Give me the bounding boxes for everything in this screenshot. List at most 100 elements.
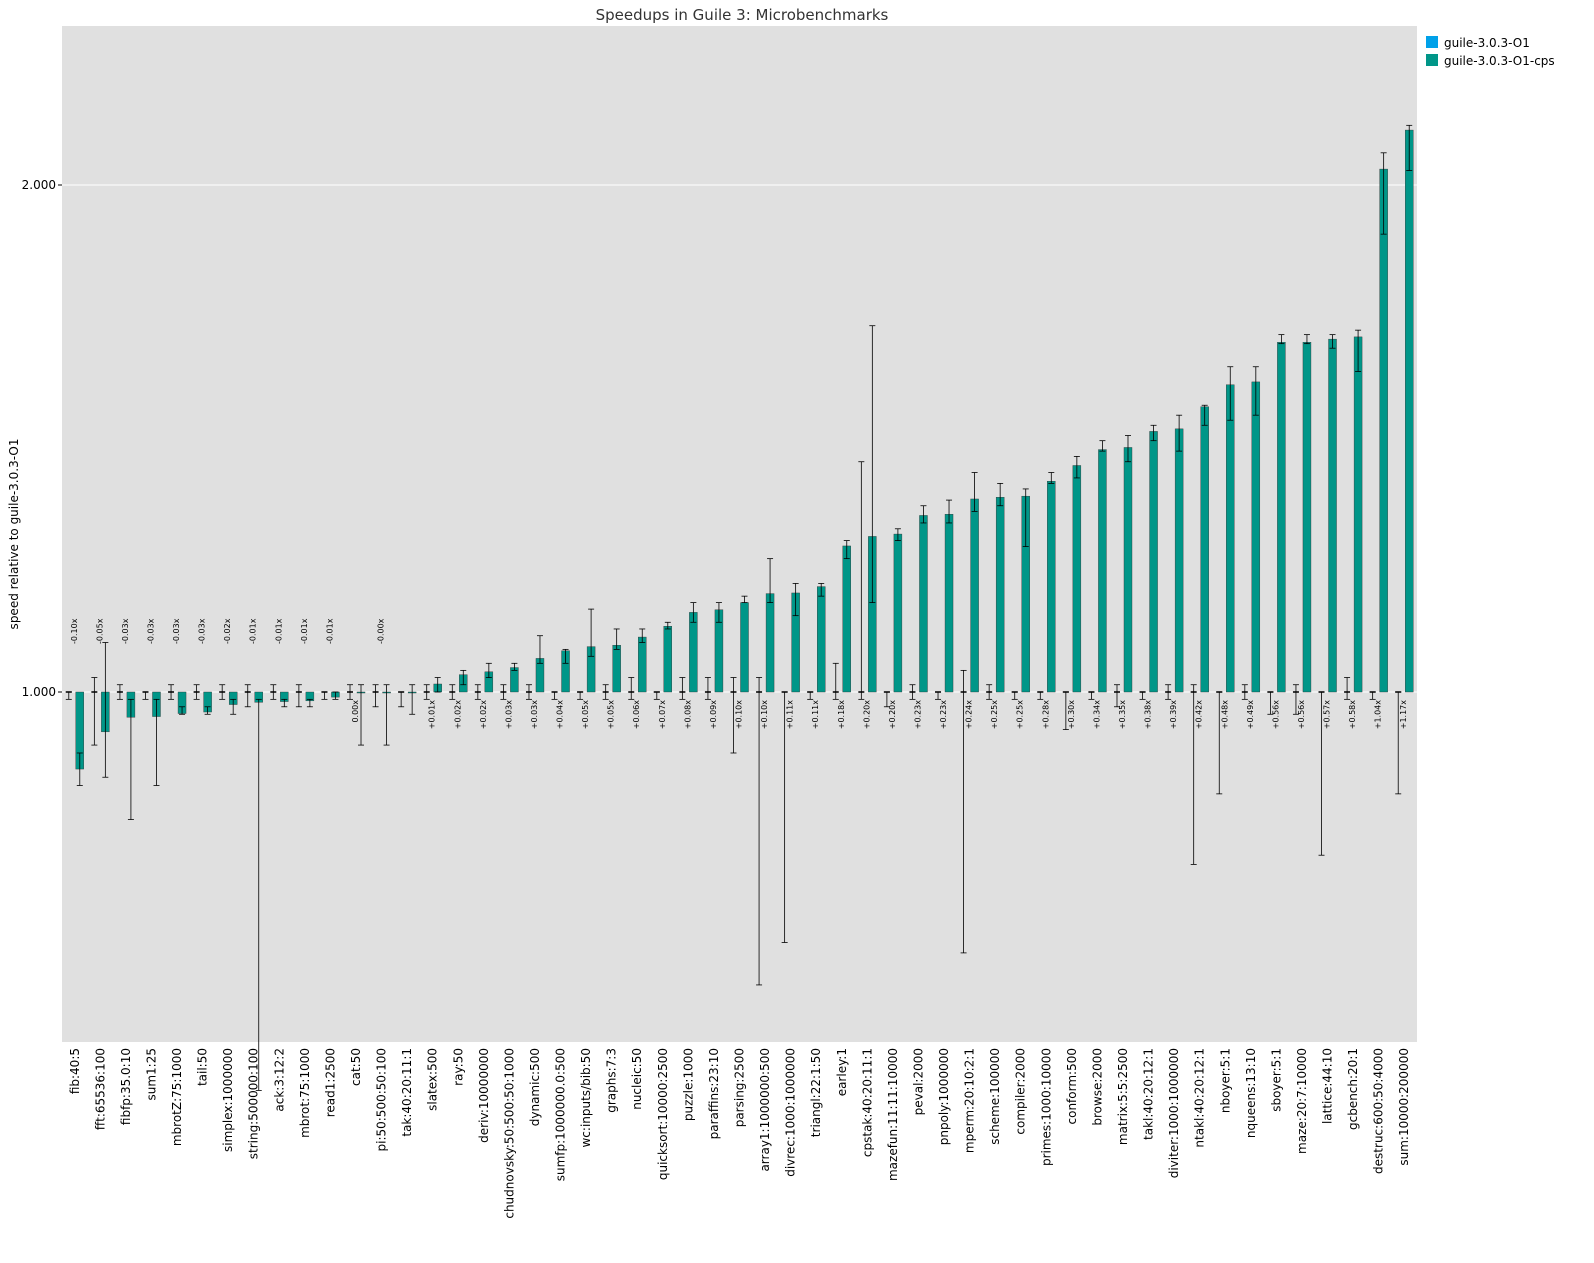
data-label-41: +0.35x (1118, 700, 1127, 730)
bar-26 (740, 602, 749, 693)
data-label-28: +0.11x (786, 700, 795, 730)
x-tick-label-21: graphs:7:3 (605, 1048, 619, 1113)
data-label-24: +0.08x (683, 700, 692, 730)
x-tick-label-49: lattice:44:10 (1321, 1048, 1335, 1124)
y-tick-label-0: 1.000 (22, 685, 56, 699)
x-tick-label-4: mbrotZ:75:1000 (170, 1048, 184, 1146)
bar-22 (638, 636, 647, 693)
x-axis-ticks: fib:40:5 fft:65536:100 fibfp:35.0:10 sum1:2… (68, 1048, 1411, 1219)
x-tick-label-14: slatex:500 (426, 1048, 440, 1111)
plot-area (62, 26, 1417, 1042)
x-tick-label-17: chudnovsky:50:500:50:1000 (502, 1048, 516, 1219)
data-label-52: +1.17x (1399, 700, 1408, 730)
data-label-9: -0.01x (300, 618, 309, 644)
legend-swatch-o1 (1426, 36, 1438, 48)
bar-48 (1302, 342, 1312, 693)
x-tick-label-8: ack:3:12:2 (272, 1048, 286, 1112)
data-label-39: +0.30x (1067, 700, 1076, 730)
data-label-16: +0.02x (479, 700, 488, 730)
bar-23 (663, 626, 673, 693)
data-label-18: +0.03x (530, 700, 539, 730)
data-label-12: -0.00x (377, 618, 386, 644)
data-label-31: +0.20x (862, 700, 871, 730)
x-tick-label-1: fft:65536:100 (93, 1048, 107, 1130)
bar-33 (919, 515, 928, 693)
x-tick-label-11: cat:50 (349, 1048, 363, 1086)
data-label-11: 0.00x (351, 700, 360, 723)
x-tick-label-28: divrec:1000:1000000 (784, 1048, 798, 1177)
data-label-22: +0.06x (632, 700, 641, 730)
x-tick-label-45: nboyer:5:1 (1218, 1048, 1232, 1113)
x-tick-label-6: simplex:1000000 (221, 1048, 235, 1152)
x-tick-label-15: ray:50 (451, 1048, 465, 1086)
x-tick-label-44: ntakl:40:20:12:1 (1193, 1048, 1207, 1148)
data-label-8: -0.01x (274, 618, 283, 644)
data-label-25: +0.09x (709, 700, 718, 730)
x-tick-label-3: sum1:25 (144, 1048, 158, 1101)
x-tick-label-24: puzzle:1000 (681, 1048, 695, 1121)
data-label-49: +0.57x (1323, 700, 1332, 730)
bar-49 (1328, 338, 1337, 693)
x-tick-label-25: paraffins:23:10 (707, 1048, 721, 1139)
bar-38 (1047, 481, 1056, 693)
bar-41 (1123, 447, 1133, 693)
data-label-26: +0.10x (735, 700, 744, 730)
data-label-10: -0.01x (325, 618, 334, 644)
x-tick-label-16: deriv:10000000 (477, 1048, 491, 1143)
x-tick-label-41: matrix:5:5:2500 (1116, 1048, 1130, 1145)
bar-46 (1251, 381, 1261, 693)
data-label-47: +0.56x (1271, 700, 1280, 730)
data-label-45: +0.48x (1220, 700, 1229, 730)
bar-17 (510, 667, 519, 693)
x-tick-label-50: gcbench:20:1 (1346, 1048, 1360, 1130)
bar-50 (1353, 336, 1363, 693)
data-label-38: +0.28x (1041, 700, 1050, 730)
bar-44 (1200, 406, 1209, 693)
data-label-43: +0.39x (1169, 700, 1178, 730)
data-label-14: +0.01x (428, 700, 437, 730)
bar-39 (1072, 465, 1082, 693)
x-tick-label-7: string:500000:100 (247, 1048, 261, 1159)
bar-30 (842, 545, 851, 693)
data-label-0: -0.10x (70, 618, 79, 644)
data-label-7: -0.01x (249, 618, 258, 644)
x-tick-label-52: sum:10000:200000 (1397, 1048, 1411, 1166)
x-tick-label-43: diviter:1000:1000000 (1167, 1048, 1181, 1178)
x-tick-label-9: mbrot:75:1000 (298, 1048, 312, 1138)
bar-42 (1149, 431, 1158, 693)
data-label-4: -0.03x (172, 618, 181, 644)
x-tick-label-33: peval:2000 (911, 1048, 925, 1115)
x-tick-label-31: cpstak:40:20:11:1 (860, 1048, 874, 1157)
x-tick-label-47: sboyer:5:1 (1269, 1048, 1283, 1112)
x-tick-label-34: pnpoly:1000000 (937, 1048, 951, 1145)
x-tick-label-29: triangl:22:1:50 (809, 1048, 823, 1137)
x-tick-label-48: maze:20:7:10000 (1295, 1048, 1309, 1154)
x-tick-label-23: quicksort:10000:2500 (656, 1048, 670, 1180)
x-tick-label-18: dynamic:500 (528, 1048, 542, 1126)
bar-47 (1277, 342, 1286, 693)
x-tick-label-12: pi:50:500:50:100 (375, 1048, 389, 1151)
y-tick-label-1: 2.000 (22, 178, 56, 192)
data-label-51: +1.04x (1374, 700, 1383, 730)
bar-21 (612, 645, 621, 693)
x-tick-label-40: browse:2000 (1090, 1048, 1104, 1126)
bar-36 (995, 497, 1005, 693)
bar-35 (970, 498, 979, 693)
bar-24 (689, 612, 698, 693)
bar-40 (1098, 449, 1107, 693)
x-tick-label-2: fibfp:35.0:10 (119, 1048, 133, 1125)
data-label-35: +0.24x (965, 700, 974, 730)
x-tick-label-22: nucleic:50 (630, 1048, 644, 1110)
data-label-6: -0.02x (223, 618, 232, 644)
x-tick-label-36: scheme:100000 (988, 1048, 1002, 1145)
data-label-30: +0.18x (837, 700, 846, 730)
bar-32 (893, 533, 903, 693)
data-label-40: +0.34x (1092, 700, 1101, 730)
data-label-1: -0.05x (95, 618, 104, 644)
y-axis-ticks: 1.000 2.000 (22, 178, 62, 699)
error-bars (65, 124, 1413, 1091)
data-label-34: +0.23x (939, 700, 948, 730)
chart-title: Speedups in Guile 3: Microbenchmarks (596, 6, 889, 24)
legend-swatch-o1-cps (1426, 54, 1438, 66)
